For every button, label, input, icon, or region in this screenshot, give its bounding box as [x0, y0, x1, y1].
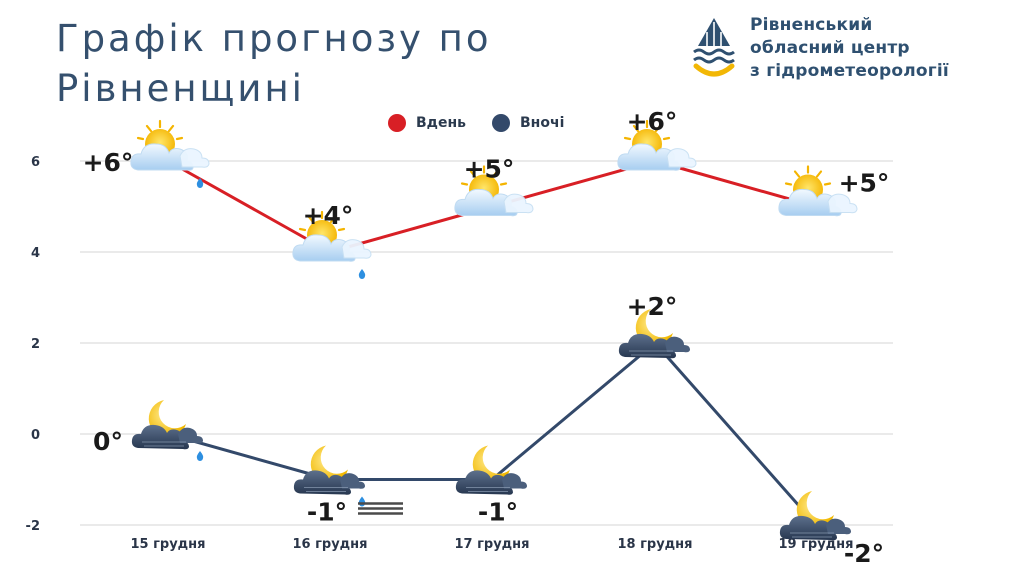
data-label-night: 0° [93, 427, 123, 456]
weather-icon-shape [455, 445, 528, 496]
rain-drop-icon [196, 451, 204, 461]
org-name-line1: Рівненський [750, 15, 873, 35]
data-label-night: +2° [627, 292, 678, 321]
page-title: Графік прогнозу по Рівненщині [56, 17, 492, 110]
fog-icon [356, 502, 405, 515]
legend-item-day: Вдень [388, 114, 466, 132]
y-tick-label: 6 [31, 155, 40, 170]
weather-icon-shape [293, 445, 366, 496]
rain-drop-icon [358, 269, 366, 279]
chart-legend: Вдень Вночі [388, 112, 564, 134]
legend-item-night: Вночі [492, 114, 564, 132]
moon-cloud-icon [455, 445, 528, 496]
x-category-label: 19 грудня [778, 537, 853, 552]
data-label-day: +5° [464, 155, 515, 184]
x-category-label: 16 грудня [292, 537, 367, 552]
legend-label-day: Вдень [416, 115, 466, 131]
data-label-night: -1° [478, 498, 518, 527]
x-category-label: 17 грудня [454, 537, 529, 552]
data-label-day: +6° [83, 148, 134, 177]
org-logo-icon [693, 18, 735, 77]
y-tick-label: 0 [31, 428, 40, 443]
weather-icon-shape [131, 399, 204, 450]
data-label-day: +4° [303, 201, 354, 230]
org-name-line2: обласний центр [750, 38, 910, 58]
legend-swatch-night [492, 114, 510, 132]
data-label-day: +5° [839, 169, 890, 198]
org-name-line3: з гідрометеорології [750, 61, 949, 81]
y-tick-label: 2 [31, 337, 40, 352]
legend-label-night: Вночі [520, 115, 565, 131]
x-category-label: 18 грудня [617, 537, 692, 552]
moon-cloud-rain-icon [131, 399, 204, 461]
data-label-night: -2° [844, 539, 884, 568]
y-tick-label: -2 [26, 519, 40, 534]
x-category-label: 15 грудня [130, 537, 205, 552]
legend-swatch-day [388, 114, 406, 132]
data-label-day: +6° [627, 107, 678, 136]
data-label-night: -1° [307, 498, 347, 527]
org-name: Рівненський обласний центр з гідрометеор… [750, 14, 1020, 83]
rain-drop-icon [358, 496, 366, 507]
weather-icon-shape [129, 119, 211, 172]
y-tick-label: 4 [31, 246, 40, 261]
